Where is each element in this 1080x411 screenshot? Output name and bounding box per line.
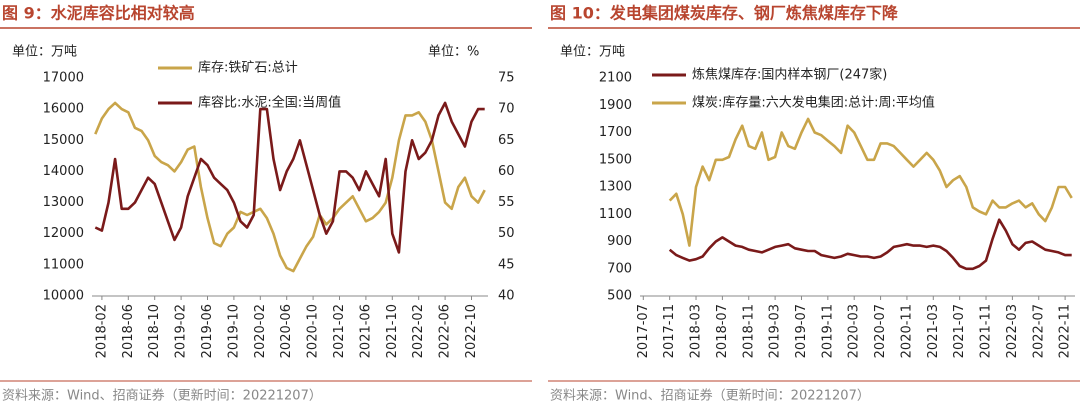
y-tick-label: 1300 bbox=[599, 180, 632, 195]
x-tick-label: 2021-10 bbox=[385, 304, 400, 358]
x-tick-label: 2020-03 bbox=[847, 304, 862, 358]
y-unit: 单位：万吨 bbox=[12, 45, 77, 60]
y2-tick-label: 45 bbox=[498, 257, 515, 272]
x-tick-label: 2021-03 bbox=[926, 304, 941, 358]
series-line bbox=[668, 117, 1073, 247]
series-line bbox=[94, 101, 486, 273]
y-tick-label: 12000 bbox=[43, 226, 84, 241]
x-tick-label: 2020-10 bbox=[306, 304, 321, 358]
y-tick-label: 14000 bbox=[43, 164, 84, 179]
y2-tick-label: 65 bbox=[498, 133, 515, 148]
x-tick-label: 2018-02 bbox=[94, 304, 109, 358]
y-tick-label: 1700 bbox=[599, 125, 632, 140]
y-tick-label: 17000 bbox=[43, 71, 84, 86]
y-tick-label: 1500 bbox=[599, 152, 632, 167]
y2-tick-label: 75 bbox=[498, 71, 515, 86]
y2-tick-label: 40 bbox=[498, 289, 515, 304]
series-line bbox=[94, 101, 485, 254]
x-tick-label: 2019-03 bbox=[768, 304, 783, 358]
x-tick-label: 2019-11 bbox=[820, 304, 835, 358]
y-tick-label: 13000 bbox=[43, 195, 84, 210]
x-tick-label: 2018-03 bbox=[689, 304, 704, 358]
x-tick-label: 2021-02 bbox=[332, 304, 347, 358]
y-tick-label: 11000 bbox=[43, 257, 84, 272]
y-tick-label: 1100 bbox=[599, 207, 632, 222]
x-tick-label: 2021-06 bbox=[358, 304, 373, 358]
x-tick-label: 2020-11 bbox=[899, 304, 914, 358]
y2-tick-label: 70 bbox=[498, 102, 515, 117]
y-tick-label: 700 bbox=[607, 261, 632, 276]
x-tick-label: 2019-06 bbox=[200, 304, 215, 358]
x-tick-label: 2017-07 bbox=[636, 304, 651, 358]
x-tick-label: 2020-07 bbox=[873, 304, 888, 358]
legend-label: 库容比:水泥:全国:当周值 bbox=[198, 95, 341, 111]
x-tick-label: 2021-07 bbox=[952, 304, 967, 358]
x-tick-label: 2019-02 bbox=[174, 304, 189, 358]
chart-title: 图 9：水泥库容比相对较高 bbox=[2, 4, 195, 23]
x-tick-label: 2018-06 bbox=[121, 304, 136, 358]
series-line bbox=[668, 218, 1072, 271]
x-tick-label: 2019-10 bbox=[226, 304, 241, 358]
legend-label: 库存:铁矿石:总计 bbox=[198, 60, 298, 76]
x-tick-label: 2019-07 bbox=[794, 304, 809, 358]
y-tick-label: 16000 bbox=[43, 102, 84, 117]
chart-title: 图 10：发电集团煤炭库存、钢厂炼焦煤库存下降 bbox=[550, 4, 899, 23]
y-tick-label: 1900 bbox=[599, 98, 632, 113]
x-tick-label: 2020-02 bbox=[253, 304, 268, 358]
x-tick-label: 2022-06 bbox=[438, 304, 453, 358]
x-tick-label: 2018-10 bbox=[147, 304, 162, 358]
y-unit: 单位：万吨 bbox=[560, 45, 625, 60]
y-tick-label: 15000 bbox=[43, 133, 84, 148]
legend-label: 煤炭:库存量:六大发电集团:总计:周:平均值 bbox=[692, 95, 935, 111]
x-tick-label: 2017-11 bbox=[662, 304, 677, 358]
y2-tick-label: 60 bbox=[498, 164, 515, 179]
y2-tick-label: 50 bbox=[498, 226, 515, 241]
y-tick-label: 500 bbox=[607, 289, 632, 304]
source: 资料来源：Wind、招商证券（更新时间：20221207） bbox=[2, 388, 322, 404]
y2-unit: 单位：% bbox=[428, 45, 479, 60]
y-tick-label: 10000 bbox=[43, 289, 84, 304]
x-tick-label: 2022-11 bbox=[1058, 304, 1073, 358]
y-tick-label: 900 bbox=[607, 234, 632, 249]
source: 资料来源：Wind、招商证券（更新时间：20221207） bbox=[550, 388, 870, 404]
x-tick-label: 2021-11 bbox=[979, 304, 994, 358]
x-tick-label: 2022-02 bbox=[411, 304, 426, 358]
x-tick-label: 2022-10 bbox=[464, 304, 479, 358]
x-tick-label: 2022-03 bbox=[1005, 304, 1020, 358]
legend-label: 炼焦煤库存:国内样本钢厂(247家) bbox=[692, 67, 887, 83]
x-tick-label: 2020-06 bbox=[279, 304, 294, 358]
x-tick-label: 2018-07 bbox=[715, 304, 730, 358]
y2-tick-label: 55 bbox=[498, 195, 515, 210]
x-tick-label: 2018-11 bbox=[741, 304, 756, 358]
x-tick-label: 2022-07 bbox=[1031, 304, 1046, 358]
y-tick-label: 2100 bbox=[599, 71, 632, 86]
